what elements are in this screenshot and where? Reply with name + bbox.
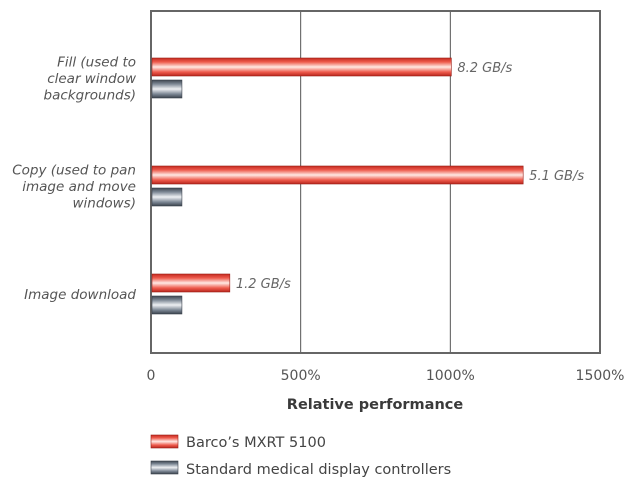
plot-frame — [150, 10, 601, 354]
x-tick-label: 500% — [281, 368, 321, 384]
bar-mxrt-5100-2 — [151, 273, 231, 293]
category-label: Copy (used to pan — [12, 163, 136, 179]
legend-swatch-series-2 — [150, 460, 179, 475]
x-axis-title: Relative performance — [287, 397, 464, 413]
category-label: Fill (used to — [57, 55, 136, 71]
bar-value-label: 5.1 GB/s — [529, 169, 584, 184]
bar-value-labels: 8.2 GB/s 5.1 GB/s 1.2 GB/s — [236, 61, 585, 292]
bar-standard-controller-2 — [151, 295, 183, 315]
legend-swatch-series-1 — [150, 434, 179, 449]
x-tick-label: 1000% — [426, 368, 475, 384]
category-label: backgrounds) — [44, 88, 136, 104]
category-label: Image download — [24, 287, 136, 303]
legend-label-series-2: Standard medical display controllers — [186, 462, 451, 478]
bar-value-label: 8.2 GB/s — [457, 61, 512, 76]
x-tick-labels: 0 500% 1000% 1500% — [147, 368, 625, 384]
legend: Barco’s MXRT 5100 Standard medical displ… — [150, 434, 451, 478]
bars — [151, 57, 524, 315]
bar-standard-controller-1 — [151, 187, 183, 207]
legend-label-series-1: Barco’s MXRT 5100 — [186, 435, 326, 451]
bar-standard-controller-0 — [151, 79, 183, 99]
category-label: windows) — [72, 196, 136, 212]
x-tick-label: 0 — [147, 368, 156, 384]
bar-mxrt-5100-1 — [151, 165, 524, 185]
category-label: clear window — [47, 71, 137, 87]
category-label: image and move — [22, 179, 136, 195]
x-tick-label: 1500% — [576, 368, 625, 384]
bar-value-label: 1.2 GB/s — [236, 277, 291, 292]
bar-mxrt-5100-0 — [151, 57, 452, 77]
